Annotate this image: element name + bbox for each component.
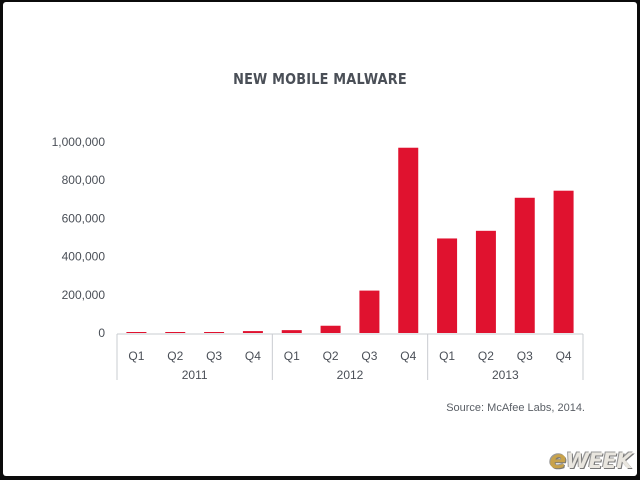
bar (165, 332, 186, 333)
x-tick-label: Q3 (517, 349, 533, 363)
x-tick-label: Q2 (167, 349, 183, 363)
bar (475, 230, 496, 333)
bar (437, 238, 458, 333)
x-tick-label: Q3 (361, 349, 377, 363)
bar (242, 331, 263, 333)
x-tick-label: Q1 (439, 349, 455, 363)
x-group-label: 2013 (492, 368, 519, 382)
x-tick-label: Q4 (245, 349, 261, 363)
chart-card: NEW MOBILE MALWARE 0 200,000 400,000 600,00… (3, 2, 637, 476)
x-group-label: 2011 (182, 368, 208, 382)
x-tick-label: Q2 (323, 349, 339, 363)
bar (204, 332, 225, 333)
source-note: Source: McAfee Labs, 2014. (446, 402, 585, 414)
x-tick-label: Q4 (556, 349, 572, 363)
x-tick-label: Q2 (478, 349, 494, 363)
chart-title: NEW MOBILE MALWARE (233, 70, 407, 88)
x-tick-label: Q1 (128, 349, 144, 363)
y-tick-label: 400,000 (62, 250, 106, 264)
y-tick-label: 0 (98, 326, 105, 340)
x-tick-label: Q3 (206, 349, 222, 363)
y-tick-label: 800,000 (62, 173, 106, 187)
logo-mark: e (549, 445, 566, 474)
x-group-label: 2012 (337, 368, 364, 382)
bar (398, 147, 419, 333)
x-tick-label: Q1 (284, 349, 300, 363)
bar (281, 330, 302, 333)
y-tick-label: 1,000,000 (52, 135, 106, 149)
bar (320, 325, 341, 333)
bar (126, 332, 147, 333)
y-tick-label: 600,000 (62, 211, 106, 225)
bar (514, 197, 535, 333)
bar (359, 290, 380, 333)
eweek-logo: eWEEK (549, 445, 632, 474)
logo-text: WEEK (565, 449, 633, 473)
bar (553, 190, 574, 333)
bar-chart: 0 200,000 400,000 600,000 800,000 1,000,000 Q1… (52, 135, 584, 382)
x-tick-label: Q4 (400, 349, 416, 363)
y-tick-label: 200,000 (62, 288, 106, 302)
